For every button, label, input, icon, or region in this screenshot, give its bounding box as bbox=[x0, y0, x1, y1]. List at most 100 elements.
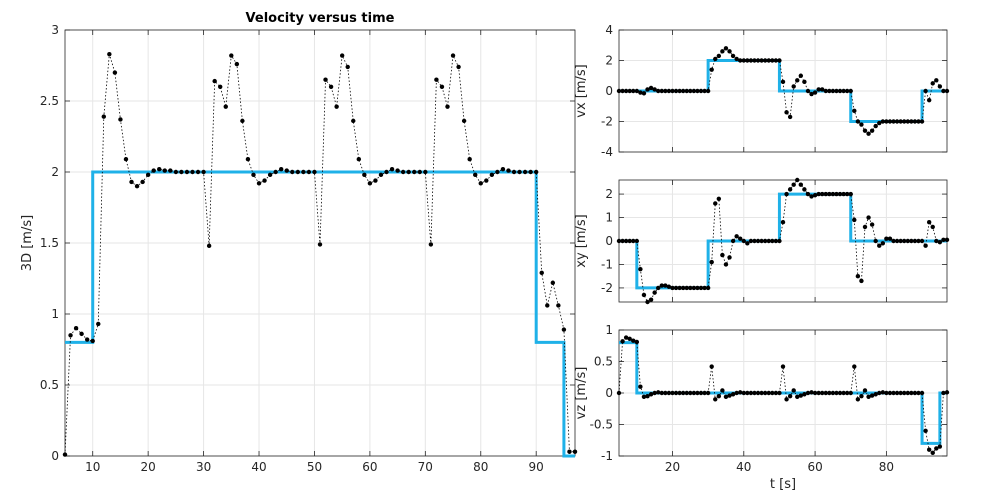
vz-measured-point-3 bbox=[627, 336, 632, 342]
vx-measured-point-79 bbox=[898, 119, 903, 124]
3d-xtick-label-2: 30 bbox=[196, 460, 211, 474]
vz-xtick-label-0: 20 bbox=[665, 460, 680, 474]
xy-measured-point-76 bbox=[887, 236, 893, 241]
xy-measured-point-5 bbox=[634, 238, 640, 244]
xy-measured-point-81 bbox=[905, 238, 910, 244]
xy-measured-point-52 bbox=[802, 187, 807, 192]
vz-measured-point-19 bbox=[684, 390, 689, 396]
3d-measured-point-30 bbox=[229, 53, 234, 58]
vz-measured-point-39 bbox=[755, 390, 761, 396]
3d-measured-line bbox=[64, 54, 575, 455]
vx-ytick-label-4: 4 bbox=[605, 23, 613, 37]
xy-ytick-label-2: 0 bbox=[605, 234, 613, 248]
xy-measured-point-87 bbox=[926, 220, 932, 225]
vx-measured-point-83 bbox=[912, 119, 918, 124]
vx-measured-point-34 bbox=[738, 58, 743, 63]
xy-measured-point-20 bbox=[688, 285, 693, 291]
vx-ytick-label-1: -2 bbox=[601, 115, 613, 129]
xy-measured-point-13 bbox=[663, 283, 668, 288]
xy-measured-point-72 bbox=[873, 238, 878, 244]
xy-measured-point-41 bbox=[762, 238, 768, 244]
xy-measured-point-38 bbox=[752, 238, 757, 244]
vx-measured-point-23 bbox=[698, 88, 704, 94]
vx-measured-point-89 bbox=[934, 78, 939, 83]
vx-measured-point-63 bbox=[841, 88, 846, 94]
vx-measured-point-75 bbox=[884, 119, 889, 124]
xy-measured-point-71 bbox=[869, 222, 875, 227]
vz-measured-point-46 bbox=[780, 364, 786, 369]
3d-measured-point-14 bbox=[140, 179, 145, 185]
vx-measured-point-46 bbox=[780, 79, 786, 85]
vz-measured-point-70 bbox=[866, 394, 871, 399]
vx-measured-point-87 bbox=[926, 97, 932, 103]
xy-measured-point-75 bbox=[884, 236, 889, 241]
vx-measured-point-73 bbox=[877, 120, 882, 126]
vz-measured-point-86 bbox=[923, 428, 928, 433]
3d-xtick-label-8: 90 bbox=[529, 460, 544, 474]
vz-measured-point-56 bbox=[816, 390, 821, 396]
3d-measured-point-89 bbox=[556, 303, 561, 308]
3d-measured-point-3 bbox=[79, 331, 84, 337]
xy-measured-point-4 bbox=[631, 238, 636, 244]
vz-measured-point-17 bbox=[677, 390, 682, 396]
3d-measured-point-84 bbox=[528, 169, 533, 175]
3d-ytick-label-6: 3 bbox=[51, 23, 59, 37]
3d-measured-point-82 bbox=[517, 169, 522, 175]
3d-chart-title: Velocity versus time bbox=[246, 11, 395, 26]
3d-measured-point-76 bbox=[484, 178, 489, 183]
vz-measured-point-76 bbox=[887, 390, 893, 396]
vz-measured-line bbox=[618, 337, 948, 454]
vx-measured-point-0 bbox=[616, 88, 622, 94]
vz-measured-point-48 bbox=[787, 393, 793, 399]
vx-measured-point-54 bbox=[809, 91, 814, 97]
vx-measured-point-12 bbox=[659, 88, 664, 94]
vz-measured-point-20 bbox=[688, 390, 693, 396]
vx-measured-point-51 bbox=[798, 73, 804, 78]
xy-measured-point-73 bbox=[877, 243, 882, 248]
vz-measured-point-51 bbox=[798, 393, 804, 398]
3d-measured-point-28 bbox=[218, 84, 223, 90]
vz-ytick-label-0: -1 bbox=[601, 449, 613, 463]
3d-measured-point-85 bbox=[533, 169, 539, 175]
3d-measured-point-74 bbox=[473, 172, 478, 178]
vz-measured-point-16 bbox=[673, 390, 679, 396]
3d-measured-point-32 bbox=[240, 118, 245, 124]
vz-reference-line bbox=[619, 341, 947, 445]
xy-measured-point-55 bbox=[812, 193, 818, 198]
vx-measured-point-22 bbox=[695, 88, 700, 94]
3d-measured-point-38 bbox=[273, 169, 278, 175]
vx-measured-point-14 bbox=[666, 88, 672, 94]
vz-measured-point-79 bbox=[898, 390, 903, 396]
vz-measured-point-59 bbox=[827, 390, 832, 396]
vx-measured-point-47 bbox=[784, 110, 789, 115]
xy-measured-point-19 bbox=[684, 285, 689, 291]
xy-measured-point-63 bbox=[841, 191, 846, 197]
xy-measured-point-32 bbox=[730, 238, 736, 244]
3d-xtick-label-6: 70 bbox=[418, 460, 433, 474]
3d-measured-point-31 bbox=[234, 61, 240, 67]
vx-measured-point-3 bbox=[627, 88, 632, 94]
vz-measured-point-65 bbox=[848, 390, 853, 396]
vz-measured-point-21 bbox=[691, 390, 697, 396]
xy-ytick-label-1: -1 bbox=[601, 257, 613, 271]
3d-measured-point-61 bbox=[400, 169, 406, 175]
vz-measured-point-88 bbox=[930, 450, 935, 456]
3d-ytick-label-1: 0.5 bbox=[40, 378, 59, 392]
xy-measured-point-2 bbox=[623, 238, 629, 244]
3d-measured-point-64 bbox=[417, 169, 422, 175]
vx-measured-point-27 bbox=[713, 56, 718, 62]
3d-measured-point-15 bbox=[145, 172, 151, 178]
vz-measured-point-14 bbox=[666, 390, 672, 396]
vx-ytick-label-0: -4 bbox=[601, 145, 613, 159]
vz-ytick-label-4: 1 bbox=[605, 323, 613, 337]
vz-measured-point-45 bbox=[777, 390, 782, 396]
vz-measured-point-69 bbox=[862, 388, 868, 393]
3d-measured-point-10 bbox=[118, 117, 123, 122]
xy-measured-point-31 bbox=[727, 255, 732, 260]
xy-y-axis-label: xy [m/s] bbox=[574, 214, 589, 267]
3d-measured-point-87 bbox=[545, 303, 550, 308]
vz-measured-point-18 bbox=[680, 390, 686, 396]
3d-measured-point-43 bbox=[301, 169, 306, 175]
3d-measured-point-47 bbox=[323, 77, 328, 82]
